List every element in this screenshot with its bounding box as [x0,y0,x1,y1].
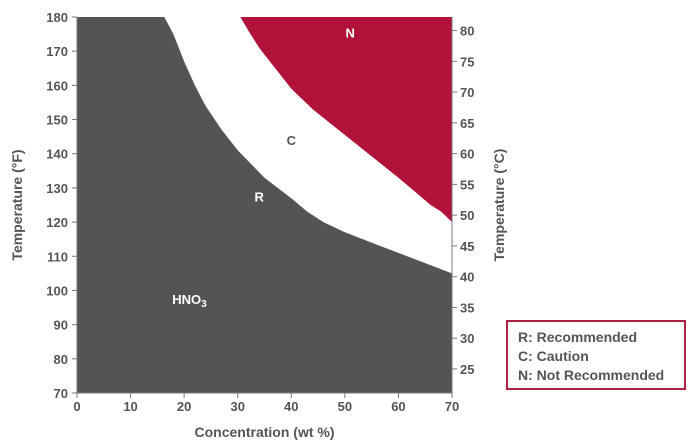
x-axis-title: Concentration (wt %) [195,424,335,440]
y2-tick-label: 25 [460,362,474,377]
y-tick-label: 160 [46,78,68,93]
y2-tick-label: 45 [460,239,474,254]
y2-tick-label: 65 [460,116,474,131]
y-tick-label: 150 [46,113,68,128]
y2-tick-label: 75 [460,54,474,69]
y-tick-label: 110 [47,249,68,264]
y-axis-title: Temperature (°F) [9,149,25,260]
region-label-c: C [287,133,297,148]
y2-tick-label: 80 [460,24,474,39]
y-tick-label: 100 [46,283,68,298]
y-tick-label: 130 [46,181,68,196]
y2-tick-label: 30 [460,331,474,346]
not-recommended-region [240,17,452,223]
x-tick-label: 50 [338,399,352,414]
y-tick-label: 180 [46,10,68,25]
y2-tick-label: 35 [460,300,474,315]
y-tick-label: 80 [54,352,68,367]
legend: R: Recommended C: Caution N: Not Recomme… [506,320,686,390]
legend-item-recommended: R: Recommended [518,329,638,345]
y2-tick-label: 55 [460,177,474,192]
y-tick-label: 140 [46,147,68,162]
region-label-n: N [346,26,355,41]
y-tick-label: 170 [46,44,68,59]
y2-axis-title: Temperature (°C) [491,149,507,262]
chemical-label: HNO3 [172,292,207,310]
y2-tick-label: 50 [460,208,474,223]
y2-tick-label: 70 [460,85,474,100]
y-tick-label: 90 [54,318,68,333]
y2-tick-label: 60 [460,147,474,162]
x-tick-label: 20 [177,399,191,414]
legend-item-caution: C: Caution [518,348,589,364]
y-tick-label: 70 [54,386,68,401]
y2-tick-label: 40 [460,270,474,285]
x-tick-label: 40 [284,399,298,414]
x-tick-label: 10 [123,399,137,414]
x-tick-label: 70 [445,399,459,414]
y-tick-label: 120 [46,215,68,230]
x-tick-label: 30 [230,399,244,414]
region-label-r: R [254,190,264,205]
x-tick-label: 0 [73,399,80,414]
legend-item-not-recommended: N: Not Recommended [518,367,665,383]
x-tick-label: 60 [391,399,405,414]
recommended-region [77,17,452,393]
